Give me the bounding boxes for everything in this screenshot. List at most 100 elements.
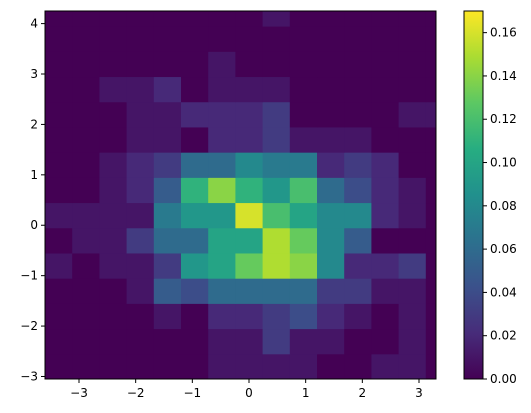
heatmap-cell <box>153 126 182 153</box>
heatmap-cell <box>425 202 436 229</box>
heatmap-cell <box>181 11 209 27</box>
heatmap-cell <box>398 177 427 204</box>
heatmap-cell <box>235 26 264 52</box>
heatmap-cell <box>344 152 372 178</box>
heatmap-cell <box>153 101 182 128</box>
colorbar-tick-label: 0.06 <box>490 242 517 256</box>
heatmap-cell <box>235 177 264 204</box>
heatmap-cell <box>181 353 209 379</box>
heatmap-cell <box>425 328 436 355</box>
heatmap-cell <box>317 152 345 178</box>
heatmap-cell <box>126 51 155 78</box>
colorbar-frame <box>463 10 484 380</box>
heatmap-cell <box>153 303 182 330</box>
heatmap-cell <box>72 177 100 204</box>
heatmap-cell <box>398 26 427 52</box>
heatmap-cell <box>45 252 73 279</box>
heatmap-cell <box>181 278 209 304</box>
colorbar-tick-label: 0.02 <box>490 329 517 343</box>
heatmap-cell <box>398 303 427 330</box>
heatmap-cell <box>344 26 372 52</box>
heatmap-cell <box>153 51 182 78</box>
heatmap-cell <box>289 101 318 128</box>
heatmap-cell <box>344 11 372 27</box>
heatmap-cell <box>235 202 264 229</box>
heatmap-cell <box>72 353 100 379</box>
heatmap-cell <box>317 101 345 128</box>
heatmap-cell <box>317 177 345 204</box>
colorbar-tick-label: 0.14 <box>490 69 517 83</box>
heatmap-cell <box>181 303 209 330</box>
heatmap-cell <box>72 76 100 103</box>
heatmap-cell <box>289 227 318 254</box>
heatmap-cell <box>425 227 436 254</box>
heatmap-cell <box>317 76 345 103</box>
heatmap-cell <box>317 227 345 254</box>
heatmap-cell <box>371 126 400 153</box>
heatmap-cell <box>153 152 182 178</box>
heatmap-cell <box>208 227 236 254</box>
heatmap-cell <box>72 11 100 27</box>
heatmap-cell <box>45 278 73 304</box>
heatmap-cell <box>153 252 182 279</box>
heatmap-cell <box>317 252 345 279</box>
heatmap-cell <box>153 177 182 204</box>
heatmap-cell <box>371 303 400 330</box>
heatmap-cell <box>262 328 291 355</box>
heatmap-cell <box>371 11 400 27</box>
heatmap-cell <box>153 328 182 355</box>
x-tick-label: −3 <box>70 386 88 400</box>
heatmap-cell <box>99 11 128 27</box>
heatmap-cell <box>262 303 291 330</box>
heatmap-cell <box>344 328 372 355</box>
heatmap-cell <box>45 51 73 78</box>
heatmap-cell <box>181 177 209 204</box>
heatmap-cell <box>235 353 264 379</box>
heatmap-cell <box>235 227 264 254</box>
heatmap-cell <box>153 227 182 254</box>
heatmap-cell <box>208 177 236 204</box>
heatmap-cell <box>181 51 209 78</box>
heatmap-cell <box>425 76 436 103</box>
heatmap-cell <box>235 11 264 27</box>
heatmap-cell <box>425 353 436 379</box>
heatmap-cell <box>72 126 100 153</box>
heatmap-cell <box>425 152 436 178</box>
heatmap-cell <box>262 202 291 229</box>
heatmap-cell <box>425 278 436 304</box>
x-tick-label: −1 <box>183 386 201 400</box>
heatmap-cell <box>262 101 291 128</box>
heatmap-cell <box>181 126 209 153</box>
heatmap-cell <box>72 252 100 279</box>
heatmap-cell <box>371 202 400 229</box>
heatmap-cell <box>153 76 182 103</box>
heatmap-cell <box>72 227 100 254</box>
heatmap-cell <box>126 177 155 204</box>
heatmap-cell <box>398 51 427 78</box>
heatmap-cell <box>344 227 372 254</box>
heatmap-cell <box>208 202 236 229</box>
heatmap-cell <box>344 76 372 103</box>
heatmap-cell <box>371 76 400 103</box>
heatmap-cell <box>235 252 264 279</box>
heatmap-cell <box>126 252 155 279</box>
heatmap-cell <box>99 126 128 153</box>
heatmap-cell <box>181 76 209 103</box>
heatmap-cell <box>371 278 400 304</box>
heatmap-cell <box>425 51 436 78</box>
x-tick-label: 1 <box>302 386 310 400</box>
heatmap-cell <box>153 353 182 379</box>
colorbar-tick-label: 0.16 <box>490 26 517 40</box>
heatmap-cell <box>208 101 236 128</box>
heatmap-cell <box>126 11 155 27</box>
y-tick-label: 0 <box>30 218 38 232</box>
heatmap-cell <box>181 252 209 279</box>
heatmap-cell <box>317 51 345 78</box>
heatmap-cell <box>262 353 291 379</box>
heatmap-cell <box>72 328 100 355</box>
heatmap-cell <box>344 252 372 279</box>
heatmap-cell <box>289 328 318 355</box>
heatmap-cell <box>262 11 291 27</box>
heatmap-cell <box>72 51 100 78</box>
